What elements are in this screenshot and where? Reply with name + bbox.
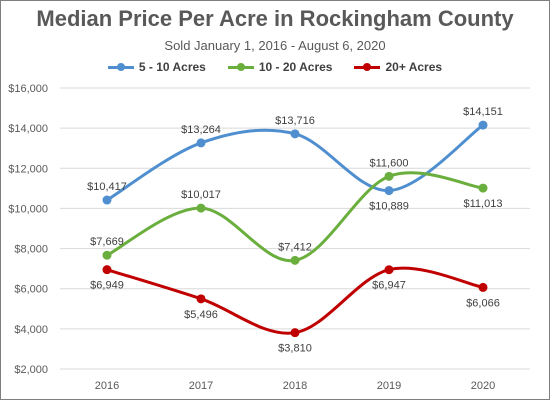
series-line xyxy=(105,266,485,335)
data-point xyxy=(196,294,206,304)
legend-label-5-10-acres: 5 - 10 Acres xyxy=(138,60,206,74)
data-label: $11,013 xyxy=(464,198,503,210)
legend-swatch-20-plus-acres xyxy=(354,62,381,72)
data-point xyxy=(290,129,300,139)
legend-item-10-20-acres: 10 - 20 Acres xyxy=(227,60,333,74)
y-tick-label: $12,000 xyxy=(8,163,48,175)
data-point xyxy=(384,171,394,181)
data-label: $10,889 xyxy=(369,201,409,213)
legend-swatch-5-10-acres xyxy=(107,62,134,72)
y-tick-label: $14,000 xyxy=(8,123,48,135)
data-label: $10,417 xyxy=(87,181,127,193)
legend-swatch-10-20-acres xyxy=(227,62,254,72)
data-point xyxy=(290,328,300,338)
legend-label-10-20-acres: 10 - 20 Acres xyxy=(258,60,333,74)
y-tick-label: $10,000 xyxy=(8,203,48,215)
data-point xyxy=(290,255,300,265)
x-tick-label: 2017 xyxy=(189,380,213,392)
data-label: $5,496 xyxy=(184,309,218,321)
data-label: $14,151 xyxy=(463,106,503,118)
y-tick-label: $4,000 xyxy=(14,324,48,336)
data-point xyxy=(196,138,206,148)
y-tick-label: $6,000 xyxy=(14,284,48,296)
data-point xyxy=(478,282,488,292)
data-point xyxy=(102,265,112,275)
y-tick-label: $2,000 xyxy=(14,364,48,376)
data-label: $10,017 xyxy=(181,189,221,201)
chart-title: Median Price Per Acre in Rockingham Coun… xyxy=(36,6,514,31)
y-tick-label: $16,000 xyxy=(8,83,48,95)
data-point xyxy=(384,186,394,196)
data-point xyxy=(196,203,206,213)
x-tick-label: 2020 xyxy=(471,380,495,392)
data-point xyxy=(384,265,394,275)
chart-legend: 5 - 10 Acres 10 - 20 Acres 20+ Acres xyxy=(0,60,550,74)
legend-label-20-plus-acres: 20+ Acres xyxy=(385,60,443,74)
y-tick-label: $8,000 xyxy=(14,244,48,256)
chart-subtitle: Sold January 1, 2016 - August 6, 2020 xyxy=(164,38,386,53)
data-label: $6,949 xyxy=(90,280,124,292)
data-label: $11,600 xyxy=(370,157,409,169)
data-label: $6,066 xyxy=(466,297,500,309)
legend-item-20-plus-acres: 20+ Acres xyxy=(354,60,442,74)
data-label: $13,716 xyxy=(275,115,315,127)
data-point xyxy=(478,120,488,130)
data-point xyxy=(478,183,488,193)
data-label: $7,669 xyxy=(90,236,124,248)
x-tick-label: 2019 xyxy=(377,380,401,392)
data-label: $3,810 xyxy=(278,343,312,355)
data-label: $13,264 xyxy=(181,124,221,136)
data-point xyxy=(102,195,112,205)
x-tick-label: 2018 xyxy=(283,380,307,392)
data-label: $7,412 xyxy=(278,241,312,253)
x-tick-label: 2016 xyxy=(95,380,119,392)
data-label: $6,947 xyxy=(372,280,406,292)
legend-item-5-10-acres: 5 - 10 Acres xyxy=(107,60,206,74)
data-point xyxy=(102,250,112,260)
